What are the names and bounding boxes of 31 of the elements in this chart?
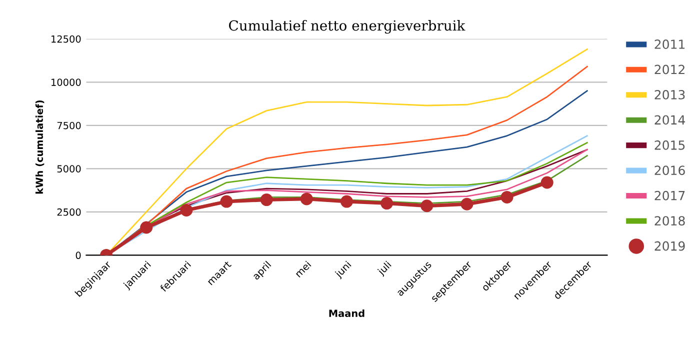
point <box>420 200 434 212</box>
y-tick-label: 7500 <box>57 122 81 130</box>
point <box>500 190 514 204</box>
legend-label: 2014 <box>654 115 685 125</box>
point <box>140 221 153 234</box>
point <box>460 198 474 210</box>
y-tick-label: 10000 <box>52 78 81 86</box>
legend-label: 2019 <box>654 241 685 251</box>
y-tick-label: 12500 <box>52 35 81 43</box>
x-tick-label: juli <box>376 260 393 277</box>
point <box>340 195 353 208</box>
point <box>180 204 193 216</box>
y-tick-label: 0 <box>76 252 81 260</box>
point <box>540 176 554 189</box>
legend-label: 2017 <box>654 190 685 200</box>
legend-label: 2012 <box>654 64 684 74</box>
legend-label: 2015 <box>654 140 685 150</box>
point <box>380 197 394 210</box>
x-tick-label: mei <box>294 260 312 278</box>
y-tick-label: 2500 <box>57 208 81 216</box>
legend-label: 2016 <box>654 166 685 176</box>
legend-label: 2013 <box>654 90 685 100</box>
x-axis-title: Maand <box>329 309 364 318</box>
y-tick-label: 5000 <box>57 165 81 172</box>
legend-label: 2018 <box>654 216 685 226</box>
y-axis-title: kWh (cumulatief) <box>35 100 44 194</box>
point <box>300 192 313 206</box>
point <box>260 194 273 206</box>
point <box>220 195 233 208</box>
legend-label: 2011 <box>654 40 685 49</box>
chart-title: Cumulatief netto energieverbruik <box>229 20 466 34</box>
